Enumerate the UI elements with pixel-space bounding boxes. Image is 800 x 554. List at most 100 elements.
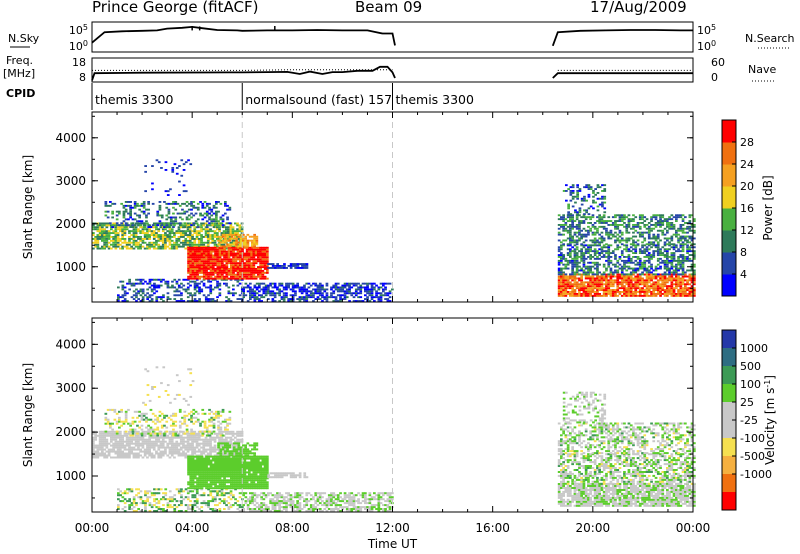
power-cell — [688, 287, 692, 290]
velocity-cell — [186, 454, 190, 457]
power-cell — [172, 216, 175, 219]
power-cell — [142, 204, 146, 207]
power-cell — [209, 246, 213, 249]
power-cell — [589, 275, 592, 278]
velocity-cell — [188, 444, 192, 447]
power-cell — [200, 260, 204, 263]
power-cell — [596, 209, 600, 212]
power-cell — [182, 232, 185, 234]
power-cell — [592, 199, 595, 202]
power-cell — [214, 250, 217, 253]
power-cell — [135, 282, 138, 285]
power-cell — [582, 216, 586, 219]
power-cell — [580, 293, 583, 295]
velocity-cell — [103, 444, 106, 447]
power-cell — [562, 254, 565, 256]
velocity-cell — [186, 446, 190, 449]
power-cell — [239, 246, 242, 249]
power-cell — [207, 277, 211, 280]
power-cell — [314, 292, 318, 295]
velocity-cell — [134, 454, 138, 457]
power-cell — [690, 239, 694, 242]
power-cell — [684, 256, 687, 258]
power-cell — [578, 279, 581, 282]
power-cell — [123, 245, 127, 248]
power-cell — [666, 239, 669, 242]
power-cell — [258, 298, 261, 300]
power-cell — [618, 218, 622, 221]
power-cell — [274, 267, 277, 269]
power-cell — [121, 234, 124, 236]
power-cell — [679, 239, 683, 242]
power-cell — [661, 231, 665, 234]
power-cell — [634, 241, 638, 244]
power-cell — [146, 243, 149, 246]
power-cell — [650, 257, 653, 260]
power-cell — [609, 289, 613, 291]
power-cell — [614, 248, 617, 251]
power-cell — [632, 231, 635, 234]
power-cell — [208, 208, 211, 211]
power-cell — [675, 271, 678, 274]
power-cell — [663, 243, 667, 246]
power-cell — [688, 277, 692, 280]
power-cell — [573, 281, 577, 284]
power-cell — [578, 273, 581, 276]
velocity-cell — [168, 436, 172, 439]
power-cell — [264, 292, 268, 295]
power-cell — [634, 252, 638, 254]
power-cell — [130, 230, 133, 233]
velocity-cell — [96, 454, 100, 457]
velocity-cell — [110, 436, 113, 439]
power-cell — [142, 212, 146, 215]
velocity-cell — [92, 456, 95, 459]
velocity-cell — [159, 434, 163, 437]
cpid-panel: CPID themis 3300 normalsound (fast) 157 the… — [6, 83, 474, 110]
power-cell — [123, 294, 127, 297]
velocity-cell — [157, 438, 161, 441]
power-cell — [569, 283, 572, 286]
power-cell — [296, 282, 299, 285]
power-cell — [679, 273, 683, 276]
power-cell — [339, 300, 342, 302]
velocity-cell — [182, 438, 185, 441]
power-cell — [566, 252, 570, 254]
power-cell — [670, 283, 674, 286]
power-cell — [196, 270, 199, 272]
velocity-cell — [204, 450, 208, 453]
power-cell — [616, 246, 620, 249]
velocity-cell — [132, 452, 136, 455]
velocity-cell — [132, 438, 136, 441]
power-cell — [602, 265, 606, 268]
power-cell — [672, 271, 676, 274]
power-cell — [584, 233, 588, 236]
power-cell — [225, 296, 228, 299]
power-cell — [607, 231, 611, 234]
power-cell — [688, 216, 692, 219]
power-cell — [246, 241, 250, 244]
velocity-cell — [179, 454, 183, 457]
power-cell — [207, 294, 210, 297]
power-cell — [675, 287, 678, 290]
velocity-cell — [191, 450, 194, 453]
power-cell — [96, 239, 100, 242]
power-cell — [598, 243, 601, 246]
power-cell — [670, 275, 674, 278]
power-cell — [339, 290, 342, 293]
velocity-cell — [98, 454, 102, 457]
noise-right-label: N.Search — [745, 32, 795, 45]
power-cell — [625, 256, 629, 258]
power-cell — [566, 259, 570, 262]
power-cell — [596, 287, 599, 290]
power-cell — [140, 202, 144, 205]
power-cell — [684, 227, 687, 230]
power-cell — [605, 229, 608, 232]
power-cell — [133, 224, 137, 227]
power-cell — [193, 300, 197, 302]
power-cell — [596, 294, 599, 297]
power-cell — [245, 266, 249, 268]
velocity-cell — [229, 436, 233, 439]
power-cell — [632, 241, 635, 244]
power-cell — [144, 165, 147, 167]
power-cell — [114, 245, 118, 248]
